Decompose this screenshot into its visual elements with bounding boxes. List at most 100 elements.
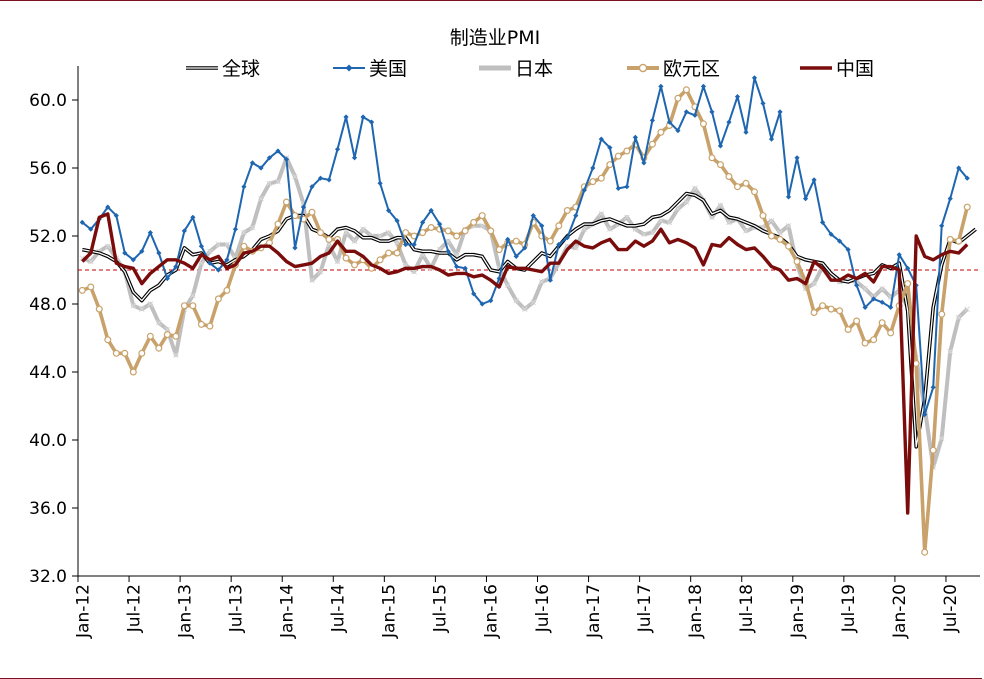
data-point — [946, 235, 954, 243]
series-line-inner — [82, 192, 977, 448]
data-point — [504, 282, 511, 289]
data-point — [198, 260, 205, 267]
data-point — [658, 83, 664, 89]
data-point — [283, 156, 290, 163]
x-tick-label: Jul-16 — [533, 584, 553, 633]
data-point — [794, 155, 800, 161]
data-point — [819, 302, 827, 310]
data-point — [377, 180, 383, 186]
data-point — [402, 229, 410, 237]
y-tick-label: 60.0 — [29, 91, 67, 111]
data-point — [385, 249, 393, 257]
data-point — [292, 173, 298, 180]
series-line — [81, 88, 969, 555]
data-point — [750, 188, 758, 196]
data-point — [734, 94, 741, 100]
data-point — [555, 222, 563, 230]
x-tick-label: Jul-12 — [124, 584, 144, 633]
data-point — [351, 155, 358, 161]
x-tick-label: Jan-17 — [584, 584, 604, 639]
legend-item-3: 欧元区 — [627, 58, 720, 80]
data-point — [360, 114, 366, 120]
data-point — [402, 262, 409, 268]
legend-marker — [345, 64, 353, 72]
data-point — [675, 205, 681, 212]
data-point — [811, 280, 817, 287]
data-point — [146, 332, 154, 340]
data-point — [130, 257, 136, 263]
data-point — [717, 143, 724, 149]
data-point — [215, 267, 222, 273]
data-point — [955, 314, 962, 321]
y-tick-label: 40.0 — [29, 431, 67, 451]
data-point — [241, 229, 247, 236]
data-point — [139, 248, 145, 254]
data-point — [343, 114, 349, 120]
data-point — [862, 304, 868, 310]
data-point — [862, 285, 868, 292]
data-point — [564, 235, 570, 241]
data-point — [743, 228, 749, 234]
data-point — [478, 212, 486, 220]
data-point — [785, 242, 793, 250]
data-point — [674, 94, 682, 102]
data-point — [844, 326, 852, 334]
legend-marker — [638, 63, 648, 73]
data-point — [964, 306, 971, 312]
chart-title: 制造业PMI — [450, 27, 540, 49]
data-point — [589, 178, 597, 186]
data-point — [964, 175, 970, 181]
data-point — [453, 232, 461, 240]
data-point — [190, 292, 196, 299]
x-tick-label: Jul-14 — [329, 584, 349, 633]
data-point — [538, 279, 545, 285]
data-point — [164, 326, 171, 333]
data-point — [854, 282, 860, 288]
data-point — [181, 228, 187, 234]
data-point — [649, 117, 655, 123]
y-tick-label: 44.0 — [29, 363, 67, 383]
legend-label: 日本 — [515, 58, 553, 80]
data-point — [104, 243, 111, 250]
data-point — [743, 129, 749, 135]
data-point — [214, 295, 222, 303]
data-point — [802, 196, 809, 202]
data-point — [632, 134, 638, 140]
data-point — [164, 275, 170, 282]
data-point — [377, 233, 383, 239]
data-point — [828, 231, 834, 237]
data-point — [129, 368, 137, 376]
data-point — [163, 331, 171, 339]
data-point — [947, 348, 954, 355]
data-point — [368, 119, 375, 125]
data-point — [692, 185, 698, 192]
data-point — [768, 136, 775, 142]
data-point — [572, 245, 579, 251]
data-point — [207, 260, 213, 266]
data-point — [138, 306, 145, 312]
data-point — [521, 306, 528, 312]
data-point — [530, 299, 537, 306]
data-point — [266, 155, 273, 161]
data-point — [512, 237, 520, 245]
data-point — [113, 213, 119, 219]
data-point — [87, 258, 94, 265]
data-point — [666, 219, 673, 226]
data-point — [437, 221, 443, 227]
data-point — [598, 136, 604, 142]
data-point — [258, 195, 264, 202]
data-point — [683, 199, 690, 205]
data-point — [393, 249, 401, 257]
data-point — [870, 336, 878, 344]
data-point — [921, 548, 929, 556]
data-point — [709, 109, 715, 115]
legend: 全球 美国 日本 欧元区 中国 — [186, 58, 874, 80]
data-point — [658, 217, 664, 224]
data-point — [249, 224, 256, 231]
data-point — [462, 265, 468, 271]
data-point — [479, 301, 485, 307]
data-point — [624, 214, 630, 221]
x-tick-label: Jul-18 — [737, 584, 757, 633]
legend-item-0: 全球 — [186, 58, 260, 80]
data-point — [138, 349, 146, 357]
